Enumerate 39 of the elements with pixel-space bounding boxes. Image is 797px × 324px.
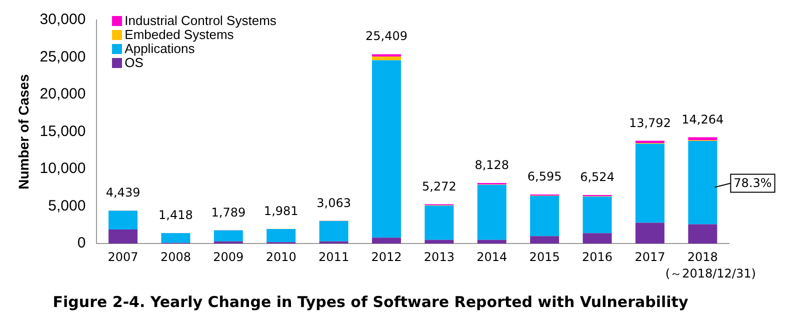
- total-label: 25,409: [365, 29, 408, 44]
- total-label: 13,792: [628, 116, 671, 130]
- total-label: 6,524: [580, 170, 614, 184]
- x-tick-label: 2010: [266, 250, 296, 264]
- legend-label: Industrial Control Systems: [124, 13, 276, 28]
- y-tick-label: 5,000: [48, 197, 86, 214]
- x-tick-label: 2009: [213, 250, 244, 264]
- y-tick-label: 15,000: [40, 122, 86, 140]
- x-tick-label: 2012: [371, 250, 402, 264]
- y-tick-label: 20,000: [40, 86, 86, 103]
- text: Figure 2-4. Yearly Change in Types of Software Reported with Vulnerability: [52, 292, 688, 311]
- total-label: 8,128: [474, 158, 510, 172]
- text: (～2018/12/31): [665, 266, 756, 281]
- total-label: 1,789: [211, 205, 246, 220]
- x-tick-label: 2014: [476, 250, 508, 264]
- legend-label: Embeded Systems: [124, 27, 234, 42]
- total-label: 1,418: [158, 208, 193, 222]
- total-label: 4,439: [106, 186, 140, 200]
- y-tick-label: 25,000: [40, 48, 86, 66]
- legend-label: Applications: [124, 41, 195, 56]
- y-tick-label: 10,000: [40, 160, 86, 178]
- y-tick-label: 0: [77, 234, 86, 252]
- y-tick-label: 30,000: [40, 11, 86, 28]
- y-axis-title: Number of Cases: [15, 74, 32, 190]
- total-label: 14,264: [682, 112, 724, 126]
- legend-label: OS: [124, 55, 144, 70]
- total-label: 5,272: [422, 179, 456, 194]
- x-tick-label: 2011: [318, 250, 350, 264]
- x-tick-label: 2013: [424, 250, 454, 264]
- x-tick-label: 2017: [634, 250, 666, 264]
- total-label: 6,595: [527, 169, 562, 184]
- x-tick-label: 2008: [160, 250, 191, 264]
- x-tick-label: 2016: [582, 250, 613, 264]
- x-tick-label: 2018: [687, 250, 718, 264]
- x-tick-label: 2007: [108, 250, 138, 264]
- total-label: 1,981: [264, 204, 298, 218]
- total-label: 3,063: [316, 196, 351, 210]
- text: 78.3%: [734, 176, 772, 190]
- x-tick-label: 2015: [529, 250, 560, 264]
